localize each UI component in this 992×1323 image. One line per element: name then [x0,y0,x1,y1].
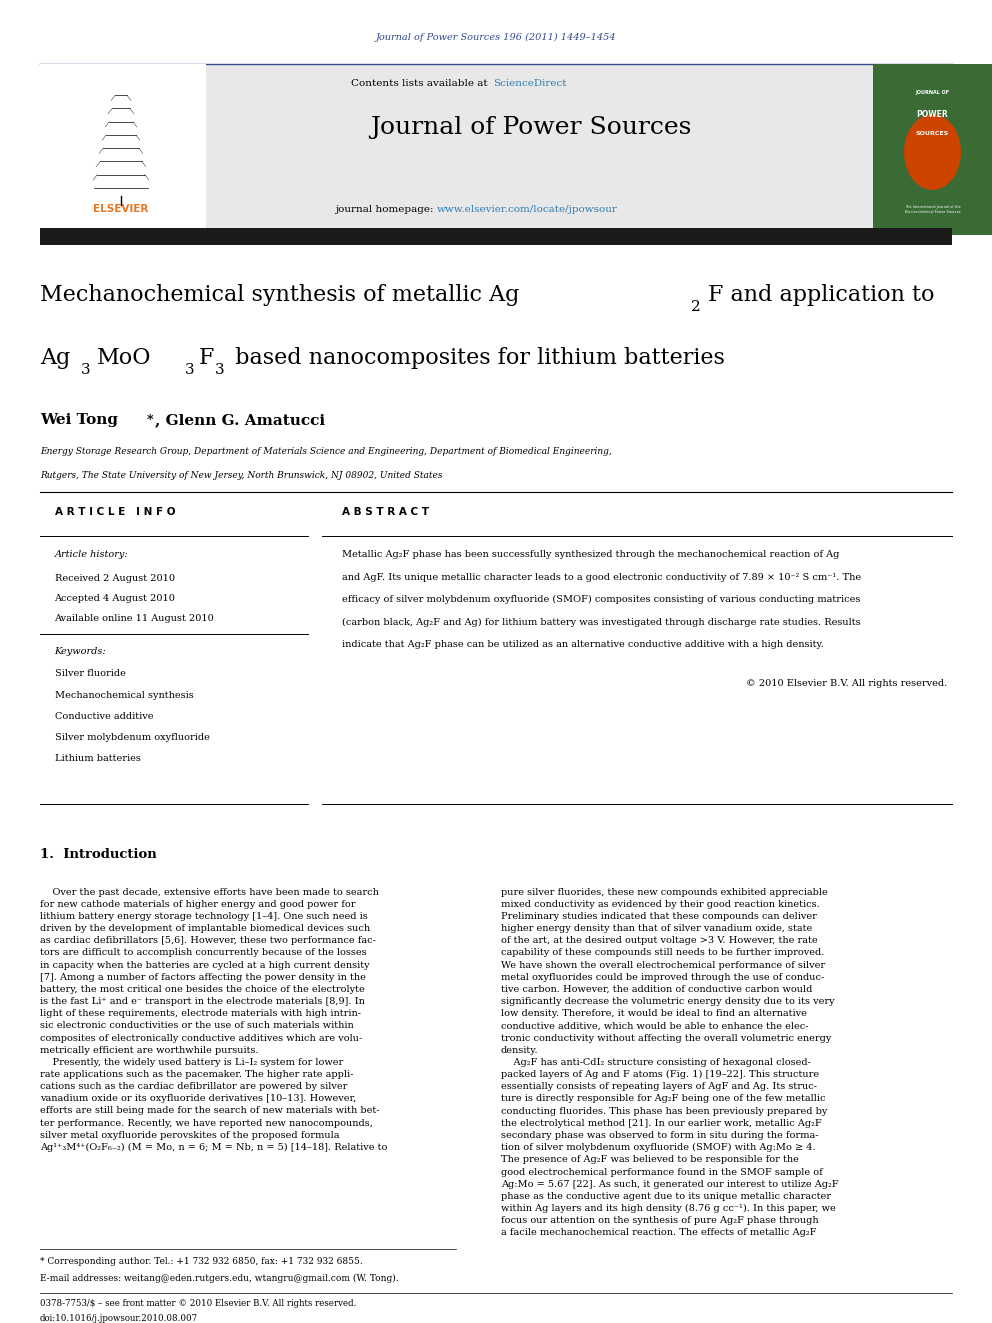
Text: and AgF. Its unique metallic character leads to a good electronic conductivity o: and AgF. Its unique metallic character l… [342,573,861,582]
Text: Mechanochemical synthesis: Mechanochemical synthesis [55,691,193,700]
Text: SOURCES: SOURCES [916,131,949,136]
Text: A R T I C L E   I N F O: A R T I C L E I N F O [55,507,175,517]
Text: The International Journal of the
Electrochemical Power Sources: The International Journal of the Electro… [905,205,960,214]
Bar [40,64,206,235]
Text: Rutgers, The State University of New Jersey, North Brunswick, NJ 08902, United S: Rutgers, The State University of New Jer… [40,471,442,480]
Text: Energy Storage Research Group, Department of Materials Science and Engineering, : Energy Storage Research Group, Departmen… [40,447,611,456]
Text: Conductive additive: Conductive additive [55,712,153,721]
Text: MoO: MoO [97,347,152,369]
Text: Journal of Power Sources: Journal of Power Sources [370,116,691,139]
Text: Article history:: Article history: [55,550,128,560]
Text: Keywords:: Keywords: [55,647,106,656]
Text: 3: 3 [185,363,194,377]
Text: efficacy of silver molybdenum oxyfluoride (SMOF) composites consisting of variou: efficacy of silver molybdenum oxyfluorid… [342,595,861,605]
Text: 3: 3 [215,363,225,377]
Text: Silver fluoride: Silver fluoride [55,669,125,679]
Text: 3: 3 [81,363,91,377]
Text: Contents lists available at: Contents lists available at [351,79,491,89]
Text: journal homepage:: journal homepage: [334,205,436,214]
Text: 0378-7753/$ – see front matter © 2010 Elsevier B.V. All rights reserved.: 0378-7753/$ – see front matter © 2010 El… [40,1299,356,1308]
Text: Metallic Ag₂F phase has been successfully synthesized through the mechanochemica: Metallic Ag₂F phase has been successfull… [342,550,839,560]
Bar [40,228,952,245]
Text: 2: 2 [691,300,701,315]
Text: F: F [198,347,213,369]
Circle shape [905,115,960,189]
Text: Journal of Power Sources 196 (2011) 1449–1454: Journal of Power Sources 196 (2011) 1449… [376,33,616,42]
Text: * Corresponding author. Tel.: +1 732 932 6850, fax: +1 732 932 6855.: * Corresponding author. Tel.: +1 732 932… [40,1257,362,1266]
Text: www.elsevier.com/locate/jpowsour: www.elsevier.com/locate/jpowsour [436,205,617,214]
Text: doi:10.1016/j.jpowsour.2010.08.007: doi:10.1016/j.jpowsour.2010.08.007 [40,1314,197,1323]
Text: ScienceDirect: ScienceDirect [493,79,566,89]
Text: Silver molybdenum oxyfluoride: Silver molybdenum oxyfluoride [55,733,209,742]
Text: Ag: Ag [40,347,69,369]
Bar [873,64,992,235]
Bar [40,64,913,235]
Text: Mechanochemical synthesis of metallic Ag: Mechanochemical synthesis of metallic Ag [40,284,519,307]
Text: ELSEVIER: ELSEVIER [93,204,149,214]
Text: Wei Tong: Wei Tong [40,413,118,427]
Text: 1.  Introduction: 1. Introduction [40,848,157,861]
Text: Over the past decade, extensive efforts have been made to search
for new cathode: Over the past decade, extensive efforts … [40,888,387,1152]
Text: (carbon black, Ag₂F and Ag) for lithium battery was investigated through dischar: (carbon black, Ag₂F and Ag) for lithium … [342,618,861,627]
Text: indicate that Ag₂F phase can be utilized as an alternative conductive additive w: indicate that Ag₂F phase can be utilized… [342,640,824,650]
Text: based nanocomposites for lithium batteries: based nanocomposites for lithium batteri… [228,347,725,369]
Text: A B S T R A C T: A B S T R A C T [342,507,430,517]
Text: POWER: POWER [917,110,948,119]
Text: , Glenn G. Amatucci: , Glenn G. Amatucci [155,413,324,427]
Text: E-mail addresses: weitang@eden.rutgers.edu, wtangru@gmail.com (W. Tong).: E-mail addresses: weitang@eden.rutgers.e… [40,1274,399,1283]
Text: © 2010 Elsevier B.V. All rights reserved.: © 2010 Elsevier B.V. All rights reserved… [746,679,947,688]
Text: Accepted 4 August 2010: Accepted 4 August 2010 [55,594,176,603]
Text: Received 2 August 2010: Received 2 August 2010 [55,574,175,583]
Text: Lithium batteries: Lithium batteries [55,754,141,763]
Text: pure silver fluorides, these new compounds exhibited appreciable
mixed conductiv: pure silver fluorides, these new compoun… [501,888,838,1237]
Text: F and application to: F and application to [708,284,934,307]
Text: Available online 11 August 2010: Available online 11 August 2010 [55,614,214,623]
Text: JOURNAL OF: JOURNAL OF [916,90,949,95]
Text: *: * [147,414,154,427]
